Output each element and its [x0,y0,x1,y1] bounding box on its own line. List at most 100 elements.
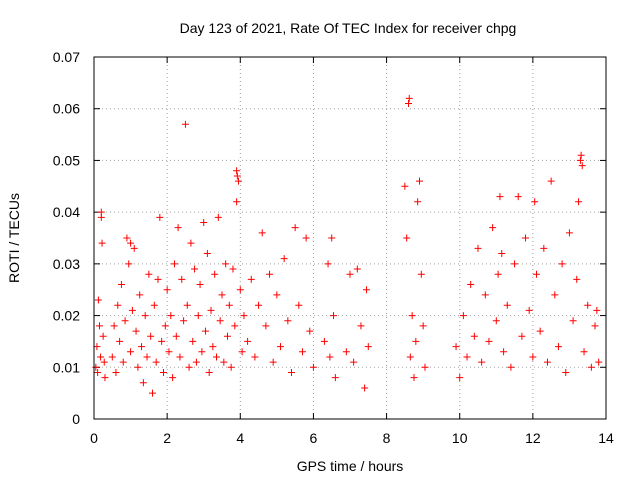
y-axis-label: ROTI / TECUs [6,193,22,283]
data-point [540,244,548,252]
y-tick-label: 0.04 [53,204,80,220]
data-point [284,317,292,325]
data-point [496,193,504,201]
data-point [353,265,361,273]
data-point [547,177,555,185]
data-point [183,301,191,309]
data-point [97,353,105,361]
data-point [139,379,147,387]
data-point [213,353,221,361]
data-point [364,343,372,351]
data-point [165,348,173,356]
data-point [269,358,277,366]
data-point [167,312,175,320]
data-point [463,353,471,361]
data-point [578,162,586,170]
x-tick-label: 14 [598,430,614,446]
data-point [172,332,180,340]
data-point [280,255,288,263]
data-point [412,337,420,345]
data-point [415,177,423,185]
data-point [174,224,182,232]
data-point [159,368,167,376]
data-point [255,301,263,309]
data-point [266,270,274,278]
data-point [575,198,583,206]
y-tick-label: 0.01 [53,359,80,375]
data-point [531,198,539,206]
data-point [178,275,186,283]
data-point [492,317,500,325]
data-point [130,244,138,252]
data-point [262,322,270,330]
data-point [401,182,409,190]
data-point [593,306,601,314]
data-point [202,327,210,335]
data-point [403,234,411,242]
data-point [108,353,116,361]
x-tick-label: 10 [452,430,468,446]
data-point [587,363,595,371]
data-point [459,312,467,320]
data-point [467,281,475,289]
chart-title: Day 123 of 2021, Rate Of TEC Index for r… [180,20,517,36]
data-point [511,260,519,268]
data-point [405,94,413,102]
data-point [238,348,246,356]
data-point [180,317,188,325]
data-point [569,317,577,325]
data-point [169,374,177,382]
data-point [123,234,131,242]
data-point [584,301,592,309]
data-point [414,198,422,206]
data-point [406,353,414,361]
data-point [231,322,239,330]
plot-frame [93,56,607,420]
data-point [152,358,160,366]
data-point [203,250,211,258]
data-point [205,368,213,376]
data-point [498,250,506,258]
data-point [141,312,149,320]
data-point [200,218,208,226]
data-point [225,301,233,309]
data-point [361,384,369,392]
data-point [125,260,133,268]
data-point [93,343,101,351]
data-point [247,275,255,283]
data-point [258,229,266,237]
y-tick-label: 0.05 [53,152,80,168]
data-point [114,301,122,309]
data-point [150,301,158,309]
data-point [485,337,493,345]
data-point [456,374,464,382]
data-point [145,270,153,278]
data-point [295,301,303,309]
data-points [92,94,603,397]
data-point [198,348,206,356]
data-point [112,368,120,376]
data-point [94,368,102,376]
x-tick-label: 8 [383,430,391,446]
data-point [331,374,339,382]
data-point [156,213,164,221]
data-point [595,358,603,366]
data-point [101,374,109,382]
data-point [408,312,416,320]
data-point [185,363,193,371]
data-point [220,358,228,366]
grid-lines [94,57,606,419]
data-point [525,306,533,314]
data-point [470,332,478,340]
data-point [306,327,314,335]
data-point [196,281,204,289]
data-point [577,151,585,159]
data-point [94,296,102,304]
data-point [234,177,242,185]
data-point [92,363,100,371]
x-tick-label: 4 [236,430,244,446]
data-point [518,332,526,340]
data-point [536,327,544,335]
data-point [514,193,522,201]
data-point [127,348,135,356]
